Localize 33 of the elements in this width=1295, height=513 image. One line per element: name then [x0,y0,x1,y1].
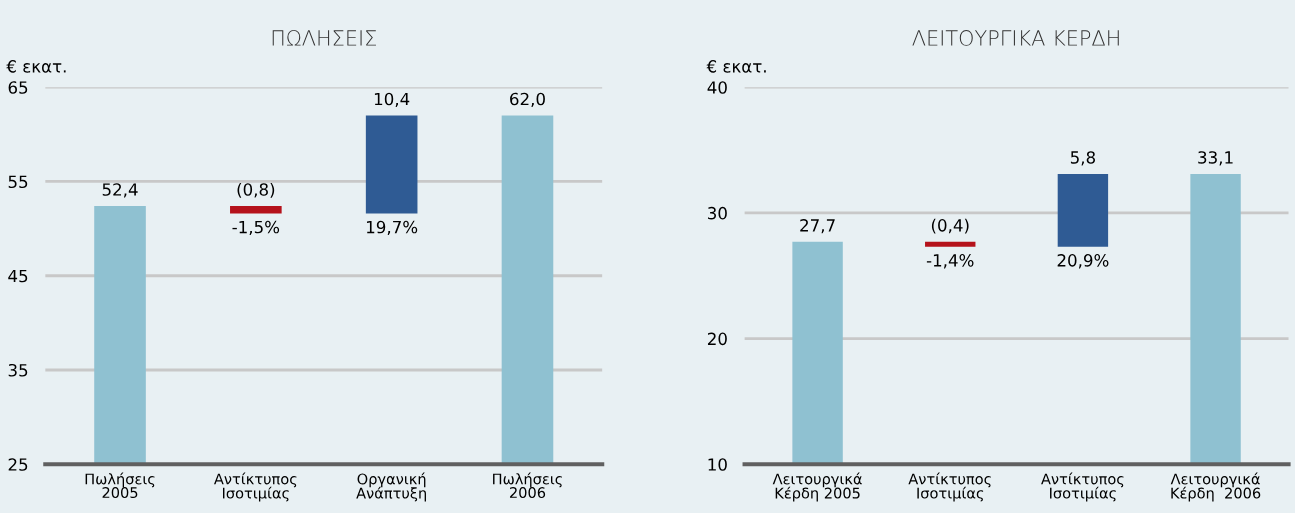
data-label: 52,4 [102,183,138,198]
x-tick-label: Πωλήσεις 2006 [493,472,562,499]
data-label: 27,7 [800,219,835,234]
y-axis-title: € εκατ. [6,60,66,73]
x-tick-label: Αντίκτυπος Ισοτιμίας [1041,472,1124,502]
data-label: (0,4) [931,218,969,234]
data-label: 62,0 [510,92,545,108]
y-tick-label: 20 [707,332,727,346]
x-tick-label: Αντίκτυπος Ισοτιμίας [908,472,991,502]
data-label: 5,8 [1070,151,1096,166]
chart-title: ΛΕΙΤΟΥΡΓΙΚΑ ΚΕΡΔΗ [912,30,1119,46]
y-tick-label: 30 [708,206,727,220]
data-label: (0,8) [237,182,275,198]
x-tick-label: Λειτουργικά Κέρδη 2005 [772,472,862,502]
x-tick-label: Πωλήσεις 2005 [85,472,155,499]
y-axis-title: € εκατ. [706,60,766,73]
data-label: 33,1 [1198,151,1233,166]
annotation: 19,7% [367,220,418,236]
x-tick-label: Οργανική Ανάπτυξη [356,472,426,502]
chart-title: ΠΩΛΗΣΕΙΣ [272,30,376,46]
y-tick-label: 45 [8,269,28,283]
annotation: -1,4% [926,254,974,269]
y-tick-label: 25 [8,458,28,471]
y-tick-label: 65 [8,81,28,94]
x-tick-label: Λειτουργικά Κέρδη 2006 [1170,472,1261,502]
y-tick-label: 55 [8,175,28,189]
y-tick-label: 40 [707,81,727,94]
y-tick-label: 35 [8,363,28,377]
y-tick-label: 10 [708,458,727,471]
annotation: -1,5% [232,220,280,236]
annotation: 20,9% [1057,254,1109,269]
x-tick-label: Αντίκτυπος Ισοτιμίας [214,472,297,502]
data-label: 10,4 [374,92,410,108]
